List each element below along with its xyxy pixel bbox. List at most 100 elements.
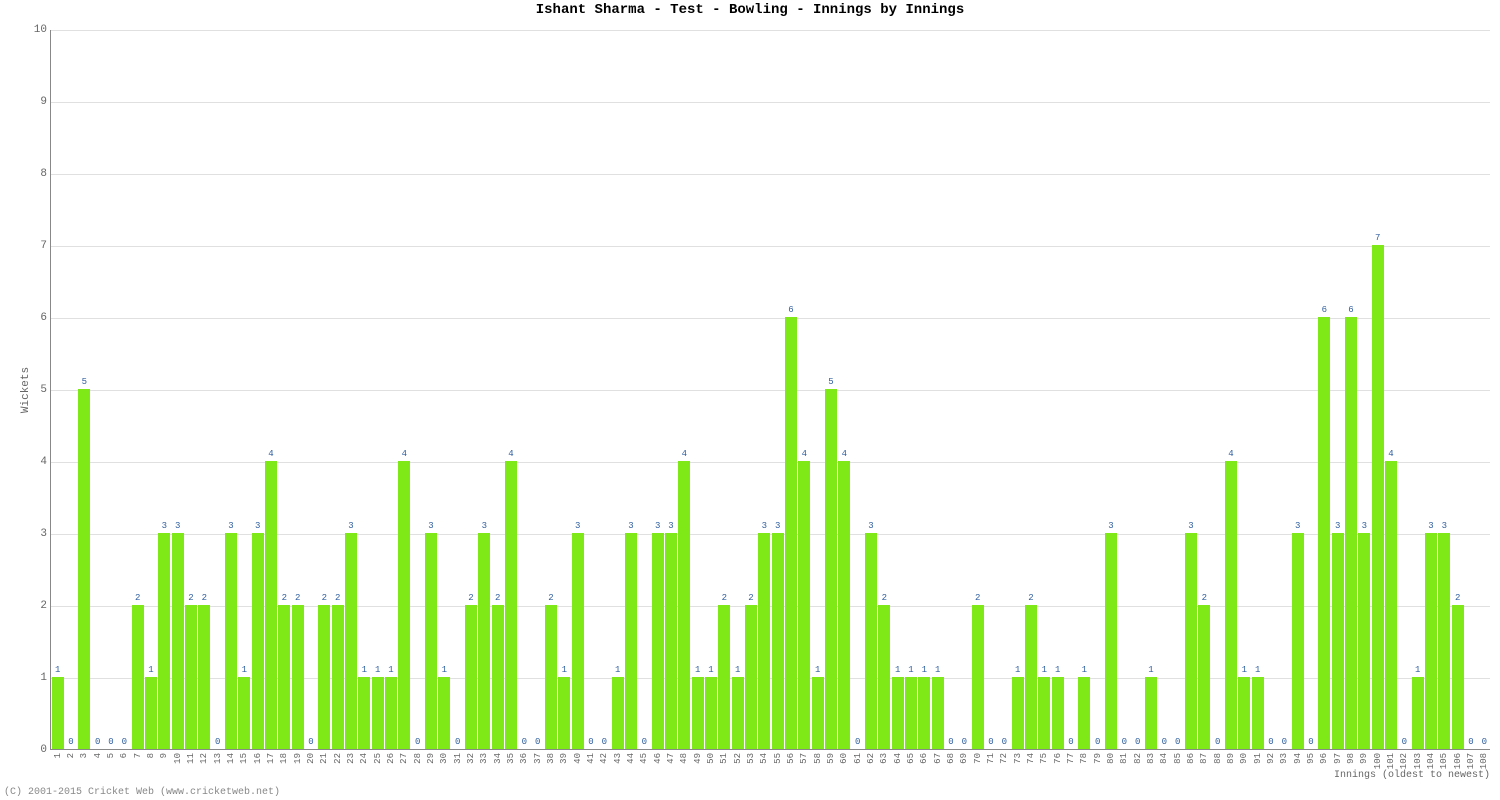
bar: 167: [932, 677, 944, 749]
x-tick-label: 74: [1026, 753, 1036, 764]
x-tick-label: 45: [639, 753, 649, 764]
bar: 115: [238, 677, 250, 749]
y-tick-label: 4: [40, 456, 47, 468]
copyright-text: (C) 2001-2015 Cricket Web (www.cricketwe…: [4, 787, 280, 798]
bar: 3105: [1438, 533, 1450, 749]
x-tick-label: 87: [1199, 753, 1209, 764]
bar: 397: [1332, 533, 1344, 749]
y-tick-label: 3: [40, 528, 47, 540]
bar-value-label: 2: [135, 593, 140, 603]
x-tick-label: 8: [146, 753, 156, 758]
bar-value-label: 1: [1415, 665, 1420, 675]
bar: 3104: [1425, 533, 1437, 749]
bar-value-label: 2: [335, 593, 340, 603]
x-tick-label: 38: [546, 753, 556, 764]
x-tick-label: 77: [1066, 753, 1076, 764]
x-tick-label: 100: [1373, 753, 1383, 769]
bar: 27: [132, 605, 144, 749]
bar: 448: [678, 461, 690, 749]
y-tick-label: 0: [40, 744, 47, 756]
x-tick-label: 49: [693, 753, 703, 764]
bar: 362: [865, 533, 877, 749]
x-tick-label: 13: [213, 753, 223, 764]
bar-value-label: 1: [615, 665, 620, 675]
bar-value-label: 1: [55, 665, 60, 675]
bar-value-label: 4: [268, 449, 273, 459]
bar-value-label: 2: [295, 593, 300, 603]
x-tick-label: 46: [653, 753, 663, 764]
bar: 340: [572, 533, 584, 749]
y-tick-label: 8: [40, 168, 47, 180]
bar: 354: [758, 533, 770, 749]
x-tick-label: 98: [1346, 753, 1356, 764]
bar-value-label: 2: [188, 593, 193, 603]
x-tick-label: 36: [519, 753, 529, 764]
bar: 212: [198, 605, 210, 749]
x-tick-label: 3: [79, 753, 89, 758]
bar-value-label: 2: [882, 593, 887, 603]
bar: 149: [692, 677, 704, 749]
x-tick-label: 10: [173, 753, 183, 764]
bar-value-label: 2: [322, 593, 327, 603]
bar-value-label: 4: [682, 449, 687, 459]
bar: 435: [505, 461, 517, 749]
bar: 698: [1345, 317, 1357, 749]
bar-value-label: 1: [1242, 665, 1247, 675]
x-tick-label: 83: [1146, 753, 1156, 764]
bar-value-label: 0: [855, 737, 860, 747]
bar: 150: [705, 677, 717, 749]
x-tick-label: 96: [1319, 753, 1329, 764]
bar-value-label: 1: [735, 665, 740, 675]
bar-value-label: 0: [1175, 737, 1180, 747]
bar-value-label: 3: [1442, 521, 1447, 531]
bar-value-label: 5: [828, 377, 833, 387]
bar-value-label: 0: [1162, 737, 1167, 747]
bar-value-label: 0: [1122, 737, 1127, 747]
bar-value-label: 2: [282, 593, 287, 603]
bar-value-label: 3: [1295, 521, 1300, 531]
bar-value-label: 2: [975, 593, 980, 603]
bar-value-label: 1: [388, 665, 393, 675]
x-tick-label: 61: [853, 753, 863, 764]
bar: 347: [665, 533, 677, 749]
bar-value-label: 1: [1082, 665, 1087, 675]
bar-value-label: 0: [1215, 737, 1220, 747]
x-tick-label: 60: [839, 753, 849, 764]
bar: 4101: [1385, 461, 1397, 749]
bar: 158: [812, 677, 824, 749]
x-tick-label: 21: [319, 753, 329, 764]
x-tick-label: 50: [706, 753, 716, 764]
bar: 417: [265, 461, 277, 749]
bar: 11: [52, 677, 64, 749]
x-tick-label: 94: [1293, 753, 1303, 764]
x-tick-label: 92: [1266, 753, 1276, 764]
bar: 656: [785, 317, 797, 749]
bar-value-label: 0: [988, 737, 993, 747]
x-tick-label: 47: [666, 753, 676, 764]
bar: 176: [1052, 677, 1064, 749]
x-tick-label: 44: [626, 753, 636, 764]
bar-value-label: 2: [495, 593, 500, 603]
bar-value-label: 6: [1322, 305, 1327, 315]
bar-value-label: 0: [948, 737, 953, 747]
bar: 559: [825, 389, 837, 749]
x-tick-label: 28: [413, 753, 423, 764]
bar: 323: [345, 533, 357, 749]
x-tick-label: 79: [1093, 753, 1103, 764]
x-tick-label: 85: [1173, 753, 1183, 764]
x-tick-label: 81: [1119, 753, 1129, 764]
x-tick-label: 7: [133, 753, 143, 758]
y-tick-label: 10: [34, 24, 47, 36]
bar-value-label: 3: [1428, 521, 1433, 531]
bar-value-label: 0: [1308, 737, 1313, 747]
x-tick-label: 5: [106, 753, 116, 758]
x-tick-label: 95: [1306, 753, 1316, 764]
x-tick-label: 18: [279, 753, 289, 764]
bar-value-label: 3: [655, 521, 660, 531]
y-tick-label: 2: [40, 600, 47, 612]
bar-value-label: 1: [895, 665, 900, 675]
bar-value-label: 0: [962, 737, 967, 747]
bar-value-label: 0: [1468, 737, 1473, 747]
bar: 178: [1078, 677, 1090, 749]
x-tick-label: 75: [1039, 753, 1049, 764]
